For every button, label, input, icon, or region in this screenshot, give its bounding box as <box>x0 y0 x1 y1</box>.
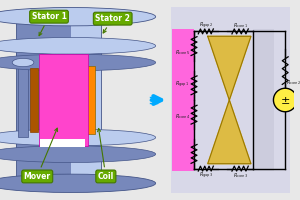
FancyBboxPatch shape <box>172 29 194 171</box>
FancyBboxPatch shape <box>30 68 38 132</box>
Ellipse shape <box>0 129 156 146</box>
Ellipse shape <box>0 8 156 26</box>
FancyBboxPatch shape <box>39 54 88 146</box>
Text: $R_{\rm gap3}$: $R_{\rm gap3}$ <box>199 170 213 181</box>
FancyBboxPatch shape <box>70 17 101 183</box>
FancyBboxPatch shape <box>253 29 274 171</box>
FancyBboxPatch shape <box>18 63 28 137</box>
Text: $R_{\rm core1}$: $R_{\rm core1}$ <box>232 21 247 30</box>
Text: $R_{\rm gap2}$: $R_{\rm gap2}$ <box>199 20 213 31</box>
FancyBboxPatch shape <box>170 7 290 193</box>
Ellipse shape <box>0 146 156 162</box>
Text: Stator 2: Stator 2 <box>95 14 130 33</box>
Ellipse shape <box>12 58 34 67</box>
FancyBboxPatch shape <box>16 17 70 183</box>
Circle shape <box>273 88 297 112</box>
FancyBboxPatch shape <box>70 17 101 183</box>
FancyBboxPatch shape <box>16 137 101 154</box>
Ellipse shape <box>0 174 156 192</box>
Text: Mover: Mover <box>24 128 58 181</box>
Text: Coil: Coil <box>98 128 114 181</box>
Text: $\pm$: $\pm$ <box>280 95 290 106</box>
Text: $R_{\rm core3}$: $R_{\rm core3}$ <box>232 171 248 180</box>
Text: $R_{\rm core5}$: $R_{\rm core5}$ <box>175 49 190 57</box>
Text: $R_{\rm core4}$: $R_{\rm core4}$ <box>175 112 190 121</box>
FancyBboxPatch shape <box>85 66 95 134</box>
Text: $R_{\rm gap1}$: $R_{\rm gap1}$ <box>175 80 189 90</box>
Ellipse shape <box>0 38 156 54</box>
Text: $R_{\rm core2}$: $R_{\rm core2}$ <box>286 78 300 87</box>
Polygon shape <box>208 36 251 164</box>
Text: Stator 1: Stator 1 <box>32 12 66 36</box>
FancyBboxPatch shape <box>16 46 101 63</box>
FancyBboxPatch shape <box>40 139 85 147</box>
Ellipse shape <box>0 54 156 71</box>
FancyBboxPatch shape <box>75 63 84 137</box>
